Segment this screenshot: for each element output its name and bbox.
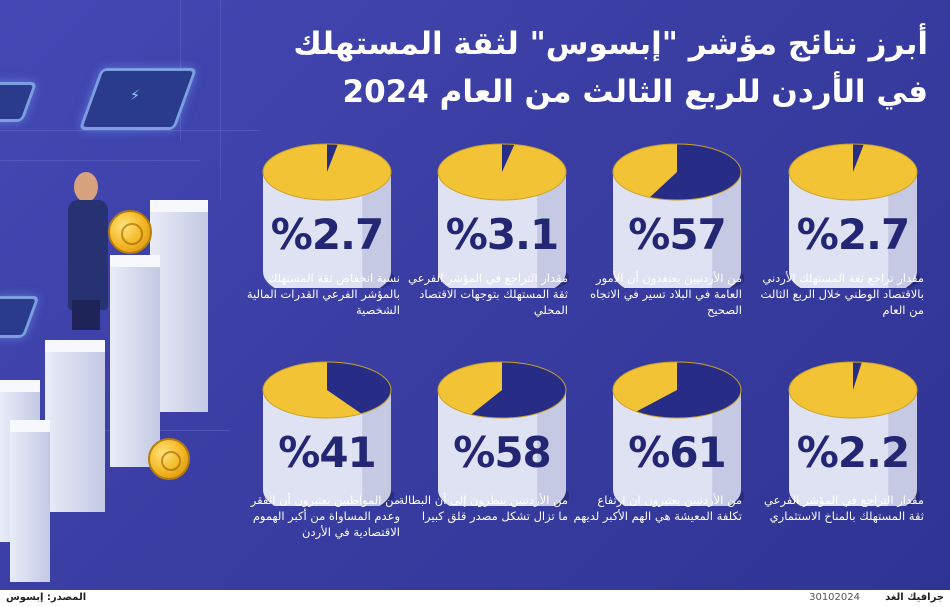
pie-navy-slice	[853, 144, 864, 172]
headline-line-1: أبرز نتائج مؤشر "إبسوس" لثقة المستهلك	[293, 26, 928, 62]
pie-rim	[437, 143, 567, 201]
stat-description: من الأردنيين يعتقدون أن الأمور العامة في…	[590, 271, 742, 317]
pie-rim	[612, 143, 742, 201]
stat-percent: %41	[278, 428, 377, 477]
pie-rim	[788, 143, 918, 201]
pie-navy-slice	[636, 362, 741, 418]
cylinder-body	[438, 390, 566, 506]
pie-rim	[262, 361, 392, 419]
cylinder-shade	[712, 172, 741, 288]
pie-rim	[262, 143, 392, 201]
stat-cylinder: %2.7	[260, 140, 394, 288]
pie-top-svg	[612, 143, 744, 288]
stat-cylinder: %57	[610, 140, 744, 288]
stat-cylinder: %2.7	[786, 140, 920, 288]
pie-top-svg	[437, 361, 569, 506]
cylinder-shade	[537, 172, 566, 288]
pie-top-svg	[262, 361, 394, 506]
cylinder-shade	[537, 390, 566, 506]
grid-line	[220, 0, 221, 200]
businessman-head	[74, 172, 98, 202]
cylinder-body	[263, 390, 391, 506]
cylinder-body	[789, 390, 917, 506]
stat-cylinder: %2.2	[786, 358, 920, 506]
pie-top-svg	[788, 143, 920, 288]
stat-percent: %57	[628, 210, 727, 259]
cylinder-shade	[888, 172, 917, 288]
cylinder-body	[438, 172, 566, 288]
stat-percent: %3.1	[445, 210, 559, 259]
gold-coin-icon	[148, 438, 190, 480]
cylinder-shade	[362, 172, 391, 288]
cylinder-body	[789, 172, 917, 288]
stat-cylinder: %58	[435, 358, 569, 506]
cylinder-shade	[712, 390, 741, 506]
stat-percent: %61	[628, 428, 727, 477]
headline-line-2: في الأردن للربع الثالث من العام 2024	[342, 74, 928, 110]
stat-percent: %2.7	[796, 210, 910, 259]
microchip-icon	[0, 296, 40, 338]
bar-block	[10, 420, 50, 582]
pie-top-svg	[262, 143, 394, 288]
cylinder-shade	[888, 390, 917, 506]
stat-percent: %58	[453, 428, 552, 477]
pie-rim	[788, 361, 918, 419]
stat-description: من الأردنيين ينظرون إلى أن البطالة ما تز…	[398, 493, 568, 523]
footer-bar: جرافيك الغد 30102024 المصدر: إبسوس	[0, 590, 950, 607]
stat-percent: %2.2	[796, 428, 910, 477]
footer-source: المصدر: إبسوس	[6, 592, 87, 603]
pie-rim	[437, 361, 567, 419]
stat-description: مقدار التراجع في المؤشر الفرعي ثقة المست…	[764, 493, 924, 523]
businessman-legs	[72, 300, 100, 330]
pie-top-svg	[612, 361, 744, 506]
bar-block	[110, 255, 160, 467]
stat-description: نسبة انخفاض ثقة المستهلك بالمؤشر الفرعي …	[246, 271, 400, 317]
pie-navy-slice	[327, 144, 338, 172]
pie-top-svg	[788, 361, 920, 506]
microchip-icon	[0, 82, 38, 122]
businessman-illustration	[68, 200, 108, 310]
footer-date: 30102024	[809, 592, 860, 603]
pie-rim	[612, 361, 742, 419]
stat-description: مقدار التراجع في المؤشر الفرعي ثقة المست…	[408, 271, 568, 317]
stat-description: مقدار تراجع ثقة المستهلك الأردني بالاقتص…	[760, 271, 924, 317]
stat-cylinder: %41	[260, 358, 394, 506]
pie-navy-slice	[502, 144, 515, 172]
pie-navy-slice	[853, 362, 862, 390]
pie-navy-slice	[327, 362, 391, 414]
cylinder-body	[613, 172, 741, 288]
footer-brand: جرافيك الغد	[885, 592, 944, 603]
cylinder-body	[613, 390, 741, 506]
gold-coin-icon	[108, 210, 152, 254]
pie-top-svg	[437, 143, 569, 288]
grid-line	[0, 130, 260, 131]
pie-navy-slice	[649, 144, 741, 200]
stat-description: من الأردنيين يعتبرون ان ارتفاع تكلفة الم…	[573, 493, 742, 523]
grid-line	[0, 160, 200, 161]
stat-percent: %2.7	[270, 210, 384, 259]
stat-cylinder: %61	[610, 358, 744, 506]
cylinder-body	[263, 172, 391, 288]
cylinder-shade	[362, 390, 391, 506]
stat-cylinder: %3.1	[435, 140, 569, 288]
pie-navy-slice	[471, 362, 566, 418]
bar-block	[45, 340, 105, 512]
stat-description: من المواطنين يعتبرون أن الفقر وعدم المسا…	[250, 493, 400, 539]
